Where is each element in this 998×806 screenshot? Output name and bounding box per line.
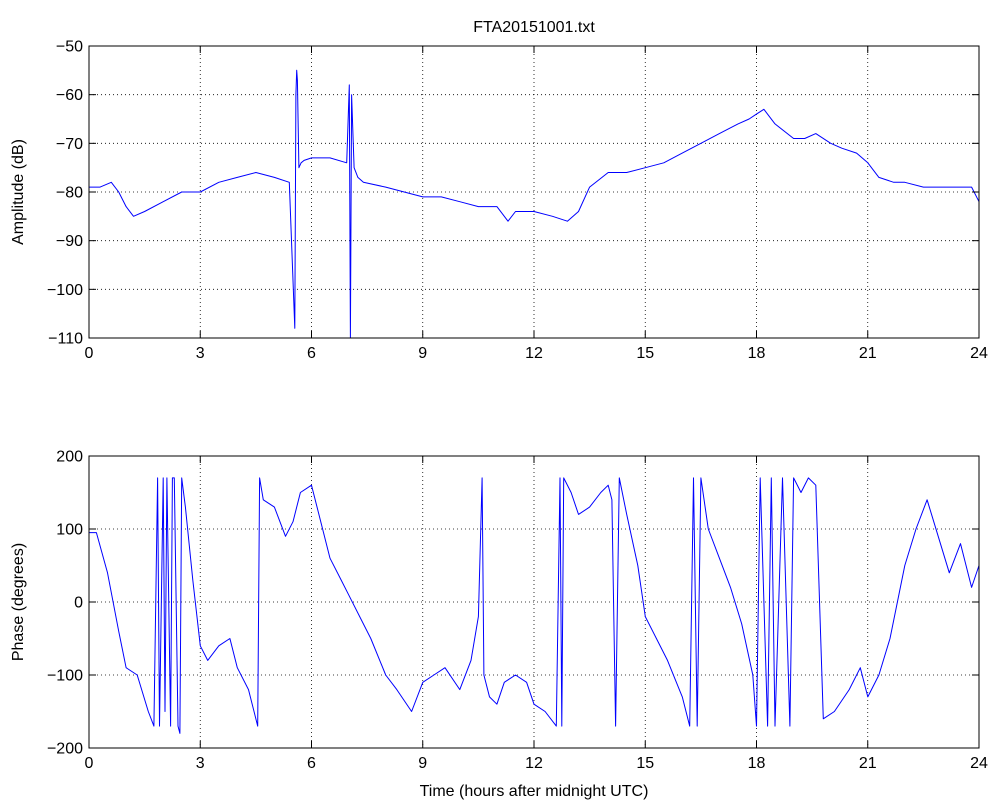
amplitude-x-tick-label: 24: [970, 345, 988, 362]
amplitude-x-tick-label: 21: [859, 345, 877, 362]
phase-axes: 0 3 6 9 12 15 18 21 24 −200 −100 0 100 200: [47, 449, 988, 773]
amplitude-x-tick-label: 12: [525, 345, 543, 362]
phase-x-tick-label: 12: [525, 755, 543, 772]
phase-x-tick-label: 6: [307, 755, 316, 772]
phase-x-label: Time (hours after midnight UTC): [420, 783, 649, 800]
phase-x-tick-label: 0: [85, 755, 94, 772]
amplitude-y-tick-label: −100: [47, 282, 83, 299]
amplitude-y-tick-label: −70: [56, 136, 83, 153]
amplitude-x-tick-label: 15: [636, 345, 654, 362]
chart-title: FTA20151001.txt: [473, 19, 595, 36]
phase-y-tick-label: 100: [56, 522, 83, 539]
amplitude-y-tick-label: −60: [56, 87, 83, 104]
phase-x-tick-label: 18: [748, 755, 766, 772]
amplitude-x-tick-label: 0: [85, 345, 94, 362]
amplitude-y-label: Amplitude (dB): [10, 139, 27, 245]
amplitude-y-tick-label: −90: [56, 233, 83, 250]
phase-y-tick-label: 200: [56, 449, 83, 466]
phase-x-tick-label: 21: [859, 755, 877, 772]
phase-series-line: [89, 477, 980, 734]
phase-y-label: Phase (degrees): [10, 543, 27, 661]
phase-x-tick-label: 15: [636, 755, 654, 772]
phase-x-tick-label: 24: [970, 755, 988, 772]
phase-x-tick-label: 9: [418, 755, 427, 772]
amplitude-axes: 0 3 6 9 12 15 18 21 24 −110 −100 −90 −80 −70 −60 −50: [47, 39, 988, 363]
amplitude-x-tick-label: 18: [748, 345, 766, 362]
phase-y-tick-label: −200: [47, 741, 83, 758]
phase-y-tick-label: 0: [74, 595, 83, 612]
amplitude-series-line: [89, 69, 980, 339]
amplitude-x-tick-label: 9: [418, 345, 427, 362]
amplitude-y-tick-label: −110: [48, 331, 83, 348]
amplitude-x-tick-label: 3: [196, 345, 205, 362]
phase-x-tick-label: 3: [196, 755, 205, 772]
phase-y-tick-label: −100: [47, 668, 83, 685]
amplitude-y-tick-label: −80: [56, 185, 83, 202]
amplitude-x-tick-label: 6: [307, 345, 316, 362]
amplitude-y-tick-label: −50: [56, 39, 83, 56]
